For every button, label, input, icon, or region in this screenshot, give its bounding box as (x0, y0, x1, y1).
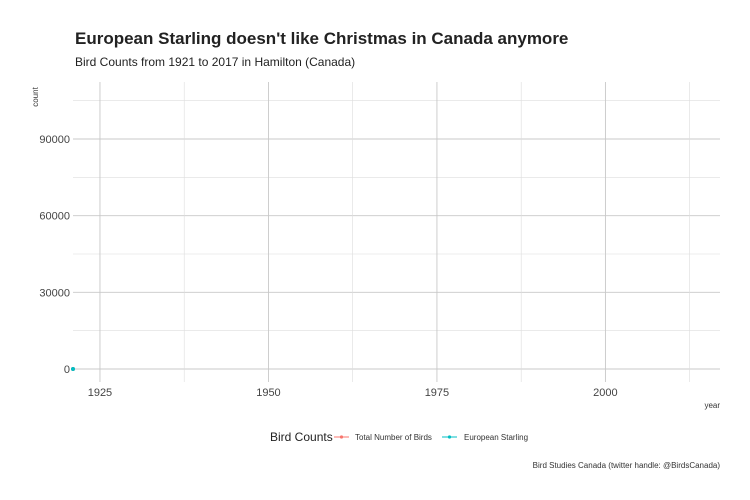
legend-item-starling: European Starling (442, 433, 528, 442)
x-tick-label: 1975 (425, 387, 449, 399)
y-axis-title: count (31, 86, 40, 106)
x-axis-title: year (704, 401, 720, 410)
series-european-starling (71, 367, 75, 371)
y-tick-label: 30000 (39, 287, 70, 299)
legend-label-total: Total Number of Birds (355, 433, 432, 442)
legend: Bird Counts Total Number of Birds Europe… (270, 430, 528, 444)
chart-caption: Bird Studies Canada (twitter handle: @Bi… (533, 461, 721, 470)
grid (73, 82, 720, 382)
legend-label-starling: European Starling (464, 433, 528, 442)
legend-item-total: Total Number of Birds (334, 433, 432, 442)
x-axis-ticks: 1925 1950 1975 2000 (88, 387, 618, 399)
legend-key-total-dot (339, 435, 344, 439)
x-tick-label: 1950 (256, 387, 280, 399)
y-axis-ticks: 0 30000 60000 90000 (39, 134, 70, 376)
chart-title: European Starling doesn't like Christmas… (75, 29, 568, 48)
x-tick-label: 1925 (88, 387, 112, 399)
data-point (71, 367, 75, 371)
chart-subtitle: Bird Counts from 1921 to 2017 in Hamilto… (75, 55, 355, 69)
series (71, 367, 75, 371)
legend-title: Bird Counts (270, 430, 333, 444)
y-tick-label: 90000 (39, 134, 70, 146)
legend-key-starling-dot (447, 435, 452, 439)
y-tick-label: 60000 (39, 211, 70, 223)
y-tick-label: 0 (64, 364, 70, 376)
x-tick-label: 2000 (593, 387, 617, 399)
